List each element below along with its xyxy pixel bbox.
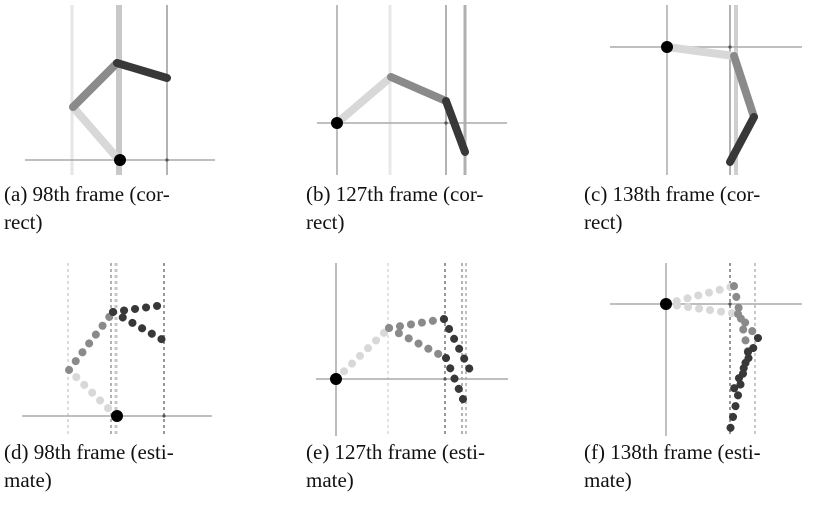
caption-f: (f) 138th frame (esti- mate) [584, 438, 822, 494]
limb-segment [385, 315, 448, 332]
caption-line: (d) 98th frame (esti- [4, 440, 174, 464]
limb-segment [662, 282, 738, 308]
root-joint [661, 41, 673, 53]
caption-line: mate) [584, 468, 632, 492]
caption-a: (a) 98th frame (cor- rect) [4, 180, 242, 236]
caption-c: (c) 138th frame (cor- rect) [584, 180, 822, 236]
limb-segment [442, 354, 469, 408]
limb-segment [662, 300, 742, 318]
panel-f: (f) 138th frame (esti- mate) [580, 258, 830, 510]
caption-b: (b) 127th frame (cor- rect) [306, 180, 544, 236]
limb-segment [333, 73, 395, 127]
panel-b: (b) 127th frame (cor- rect) [302, 0, 552, 252]
pose-diagram-e [316, 263, 508, 436]
guide-tick [728, 302, 732, 306]
caption-line: (c) 138th frame (cor- [584, 182, 761, 206]
caption-line: mate) [4, 468, 52, 492]
guide-tick [728, 45, 732, 49]
guide-tick [444, 121, 448, 125]
root-joint [331, 117, 343, 129]
root-joint [111, 410, 123, 422]
caption-line: rect) [4, 210, 43, 234]
caption-line: (b) 127th frame (cor- [306, 182, 484, 206]
root-joint [114, 154, 126, 166]
pose-diagram-c [610, 5, 802, 175]
root-joint [660, 298, 672, 310]
limb-segment [730, 52, 758, 121]
limb-segment [109, 301, 168, 316]
caption-line: mate) [306, 468, 354, 492]
limb-segment [109, 308, 167, 344]
panel-d: (d) 98th frame (esti- mate) [0, 258, 250, 510]
guide-tick [443, 377, 447, 381]
limb-segment [65, 366, 120, 420]
guide-tick [162, 414, 166, 418]
caption-line: rect) [306, 210, 345, 234]
limb-segment [734, 310, 762, 342]
limb-segment [663, 43, 738, 60]
limb-segment [65, 308, 117, 374]
guide-tick [165, 158, 169, 162]
pose-diagram-a [25, 5, 215, 175]
root-joint [330, 373, 342, 385]
pose-diagram-b [317, 5, 507, 175]
limb-segment [385, 324, 450, 362]
limb-segment [113, 59, 171, 82]
caption-e: (e) 127th frame (esti- mate) [306, 438, 544, 494]
pose-diagram-f [610, 263, 802, 436]
caption-line: (a) 98th frame (cor- [4, 182, 170, 206]
limb-segment [69, 103, 123, 164]
limb-segment [332, 324, 393, 383]
limb-segment [440, 315, 474, 374]
limb-segment [727, 334, 762, 399]
pose-diagram-d [22, 263, 212, 436]
panel-e: (e) 127th frame (esti- mate) [302, 258, 552, 510]
limb-segment [387, 73, 450, 105]
limb-segment [730, 282, 752, 356]
caption-line: (f) 138th frame (esti- [584, 440, 761, 464]
limb-segment [726, 113, 758, 166]
caption-line: rect) [584, 210, 623, 234]
panel-a: (a) 98th frame (cor- rect) [0, 0, 250, 252]
limb-segment [442, 97, 469, 156]
limb-segment [69, 59, 121, 111]
caption-line: (e) 127th frame (esti- [306, 440, 486, 464]
caption-d: (d) 98th frame (esti- mate) [4, 438, 242, 494]
panel-c: (c) 138th frame (cor- rect) [580, 0, 830, 252]
